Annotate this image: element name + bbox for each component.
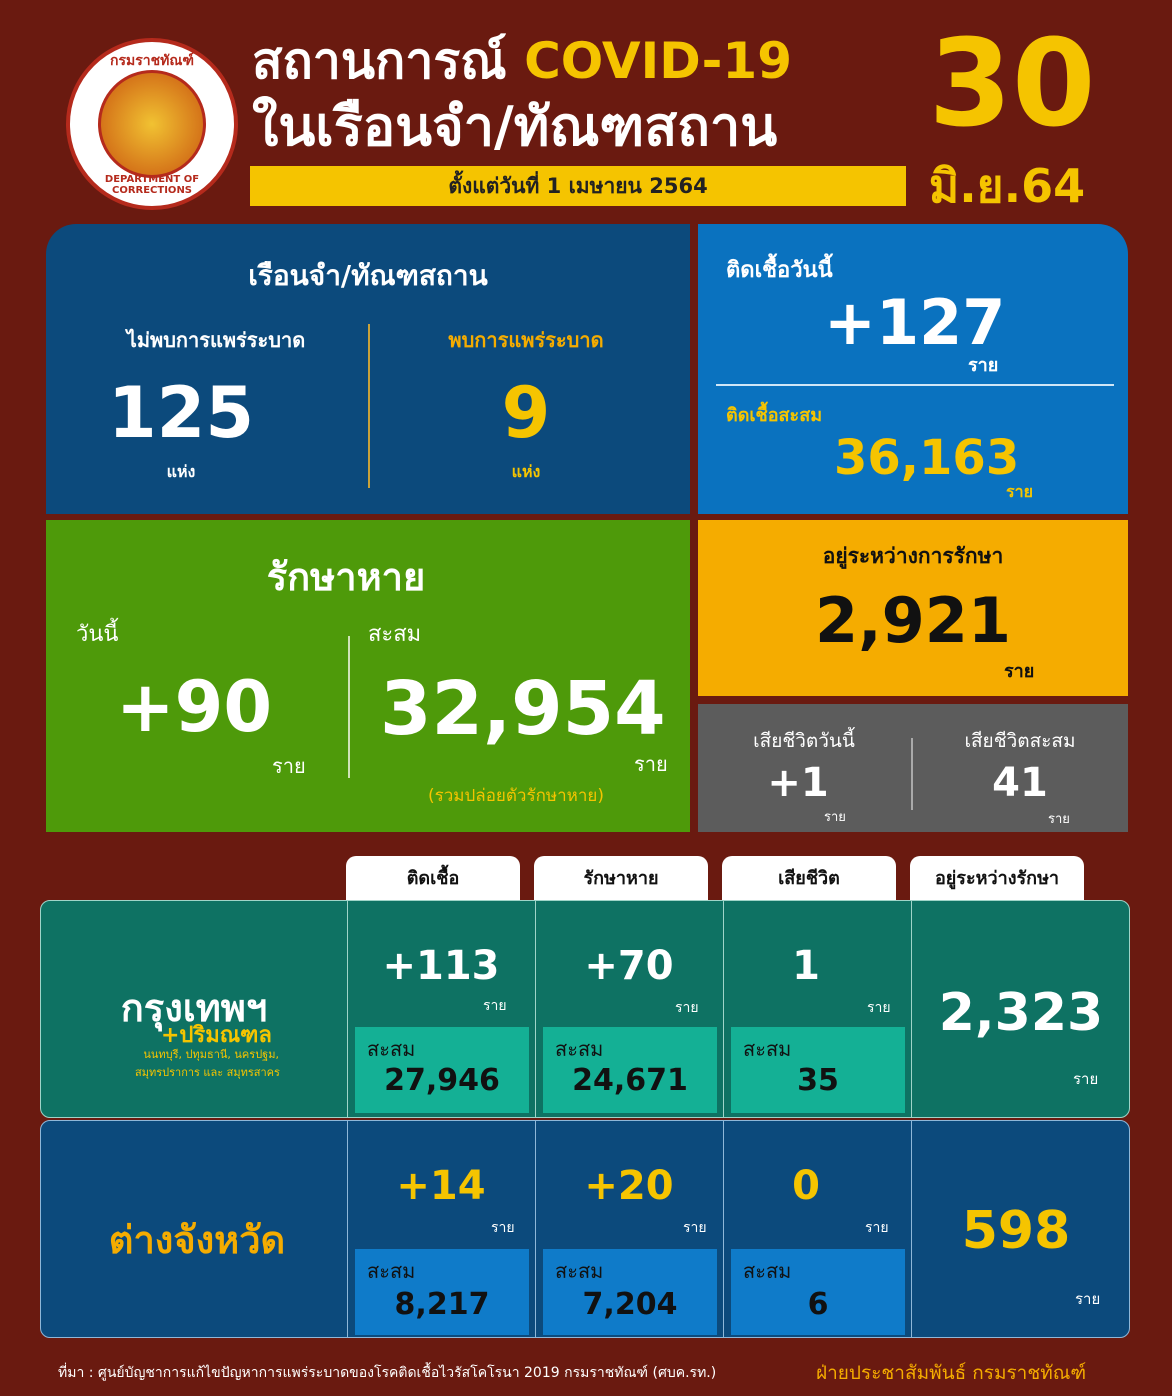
infected-today-value: +127	[824, 286, 1006, 359]
footer-credit: ฝ่ายประชาสัมพันธ์ กรมราชทัณฑ์	[816, 1362, 1087, 1384]
unit-label: ราย	[968, 355, 999, 376]
infected-today-label: ติดเชื้อวันนี้	[726, 258, 833, 283]
unit-label: ราย	[1004, 661, 1035, 682]
infected-today: +14	[396, 1163, 486, 1209]
cumulative-label: สะสม	[743, 1037, 792, 1061]
unit-label: ราย	[675, 1000, 699, 1016]
unit-label: ราย	[867, 1000, 891, 1016]
deaths-cumulative-box: สะสม 35	[731, 1027, 905, 1113]
recovered-panel: รักษาหาย วันนี้ +90 ราย สะสม 32,954 ราย …	[46, 520, 690, 832]
prisons-panel: เรือนจำ/ทัณฑสถาน ไม่พบการแพร่ระบาด 125 แ…	[46, 224, 690, 514]
since-banner: ตั้งแต่วันที่ 1 เมษายน 2564	[250, 166, 906, 206]
recovered-note: (รวมปล่อยตัวรักษาหาย)	[427, 786, 604, 806]
logo-text-en: DEPARTMENT OF CORRECTIONS	[104, 174, 200, 196]
title-line2: ในเรือนจำ/ทัณฑสถาน	[252, 95, 778, 158]
unit-label: ราย	[1075, 1290, 1101, 1308]
unit-label: ราย	[272, 754, 306, 778]
footer-source: ที่มา : ศูนย์บัญชาการแก้ไขปัญหาการแพร่ระ…	[58, 1365, 717, 1381]
date-day: 30	[928, 15, 1096, 154]
unit-label: ราย	[683, 1220, 707, 1236]
divider	[911, 738, 913, 810]
date-month-year: มิ.ย.64	[928, 159, 1086, 213]
treating-panel: อยู่ระหว่างการรักษา 2,921 ราย	[698, 520, 1128, 696]
unit-label: ราย	[491, 1220, 515, 1236]
deaths-today-value: +1	[767, 760, 829, 806]
deaths-cumulative-label: เสียชีวิตสะสม	[964, 730, 1076, 752]
treating-value: 598	[961, 1201, 1071, 1261]
title-line1: สถานการณ์ COVID-19	[252, 32, 792, 90]
infected-cumulative-value: 36,163	[834, 430, 1020, 486]
region-note: นนทบุรี, ปทุมธานี, นครปฐม,	[143, 1048, 279, 1061]
divider	[368, 324, 370, 488]
no-outbreak-label: ไม่พบการแพร่ระบาด	[126, 328, 306, 352]
recovered-cumulative-box: สะสม 7,204	[543, 1249, 717, 1335]
cumulative-label: สะสม	[743, 1259, 792, 1283]
deaths-today-label: เสียชีวิตวันนี้	[753, 730, 855, 752]
column-header-deaths: เสียชีวิต	[722, 856, 896, 900]
infected-cumulative-label: ติดเชื้อสะสม	[726, 405, 823, 426]
infected-panel: ติดเชื้อวันนี้ +127 ราย ติดเชื้อสะสม 36,…	[698, 224, 1128, 514]
infected-today: +113	[382, 943, 500, 989]
region-note: สมุทรปราการ และ สมุทรสาคร	[135, 1066, 280, 1079]
infected-cumulative-box: สะสม 27,946	[355, 1027, 529, 1113]
unit-label: ราย	[483, 998, 507, 1014]
deaths-panel: เสียชีวิตวันนี้ +1 ราย เสียชีวิตสะสม 41 …	[698, 704, 1128, 832]
region-name: กรุงเทพฯ	[120, 986, 268, 1030]
unit-label: ราย	[1048, 812, 1070, 827]
prisons-title: เรือนจำ/ทัณฑสถาน	[248, 259, 488, 292]
deaths-today: 0	[792, 1163, 820, 1209]
outbreak-value: 9	[501, 372, 551, 454]
infected-cumulative: 27,946	[384, 1063, 500, 1098]
recovered-today-label: วันนี้	[76, 622, 119, 647]
cumulative-label: สะสม	[367, 1259, 416, 1283]
treating-value: 2,921	[814, 584, 1012, 657]
unit-label: ราย	[865, 1220, 889, 1236]
no-outbreak-value: 125	[107, 372, 255, 454]
deaths-cumulative: 6	[807, 1287, 829, 1322]
unit-label: แห่ง	[511, 462, 541, 481]
recovered-cumulative-box: สะสม 24,671	[543, 1027, 717, 1113]
region-subtitle: +ปริมณฑล	[161, 1023, 272, 1048]
recovered-title: รักษาหาย	[266, 555, 426, 599]
covid-label: COVID-19	[524, 32, 792, 90]
recovered-cumulative: 24,671	[572, 1063, 688, 1098]
cumulative-label: สะสม	[555, 1037, 604, 1061]
deaths-cumulative-value: 41	[992, 760, 1048, 806]
recovered-today-value: +90	[116, 666, 273, 748]
unit-label: ราย	[1006, 482, 1033, 501]
recovered-today: +70	[584, 943, 674, 989]
emblem-icon	[98, 70, 206, 178]
table-row-bangkok: กรุงเทพฯ +ปริมณฑล นนทบุรี, ปทุมธานี, นคร…	[40, 900, 1130, 1118]
unit-label: ราย	[634, 752, 668, 776]
cumulative-label: สะสม	[367, 1037, 416, 1061]
column-header-treating: อยู่ระหว่างรักษา	[910, 856, 1084, 900]
column-header-infected: ติดเชื้อ	[346, 856, 520, 900]
recovered-cumulative-label: สะสม	[368, 622, 422, 647]
infected-cumulative: 8,217	[394, 1287, 490, 1322]
recovered-today: +20	[584, 1163, 674, 1209]
column-header-recovered: รักษาหาย	[534, 856, 708, 900]
outbreak-label: พบการแพร่ระบาด	[448, 328, 604, 352]
logo-text: กรมราชทัณฑ์	[110, 53, 194, 69]
divider	[348, 636, 350, 778]
department-logo: กรมราชทัณฑ์ DEPARTMENT OF CORRECTIONS	[66, 38, 238, 210]
recovered-cumulative: 7,204	[582, 1287, 678, 1322]
treating-label: อยู่ระหว่างการรักษา	[822, 544, 1004, 568]
deaths-cumulative-box: สะสม 6	[731, 1249, 905, 1335]
unit-label: ราย	[1073, 1070, 1099, 1088]
recovered-cumulative-value: 32,954	[380, 666, 666, 752]
table-row-provinces: ต่างจังหวัด +14 ราย สะสม 8,217 +20 ราย สะ…	[40, 1120, 1130, 1338]
unit-label: แห่ง	[166, 462, 196, 481]
deaths-today: 1	[792, 943, 820, 989]
infected-cumulative-box: สะสม 8,217	[355, 1249, 529, 1335]
deaths-cumulative: 35	[797, 1063, 839, 1098]
divider	[716, 384, 1114, 386]
region-name: ต่างจังหวัด	[108, 1218, 286, 1262]
cumulative-label: สะสม	[555, 1259, 604, 1283]
unit-label: ราย	[824, 810, 846, 825]
treating-value: 2,323	[938, 983, 1104, 1043]
